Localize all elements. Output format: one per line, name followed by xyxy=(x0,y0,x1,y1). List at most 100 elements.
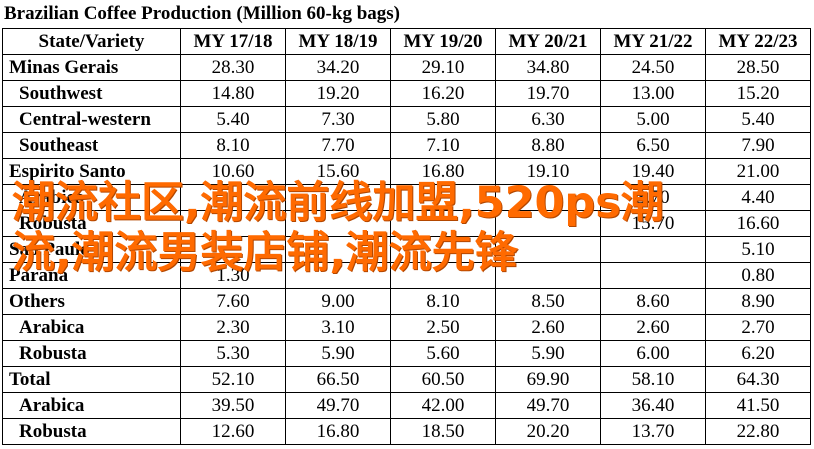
table-cell xyxy=(495,184,601,211)
table-cell: 16.80 xyxy=(390,158,496,185)
table-cell xyxy=(180,210,286,237)
table-cell: 7.90 xyxy=(705,132,811,159)
table-cell: 66.50 xyxy=(285,366,391,393)
column-header-my-19-20: MY 19/20 xyxy=(390,28,496,55)
table-cell: 24.50 xyxy=(600,54,706,81)
table-cell xyxy=(390,184,496,211)
coffee-production-table: State/Variety MY 17/18 MY 18/19 MY 19/20… xyxy=(2,28,811,445)
table-cell: 34.20 xyxy=(285,54,391,81)
table-cell: 58.10 xyxy=(600,366,706,393)
table-cell: 5.90 xyxy=(285,340,391,367)
table-cell: 20.20 xyxy=(495,418,601,445)
table-cell: 16.80 xyxy=(285,418,391,445)
table-cell xyxy=(180,184,286,211)
table-cell xyxy=(495,262,601,289)
table-row: Arabica 39.50 49.70 42.00 49.70 36.40 41.50 xyxy=(2,392,811,419)
row-label: Sao Paulo xyxy=(2,236,181,263)
table-cell: 1.30 xyxy=(180,262,286,289)
row-label: Parana xyxy=(2,262,181,289)
table-cell xyxy=(600,262,706,289)
table-cell xyxy=(285,184,391,211)
table-cell xyxy=(495,236,601,263)
table-cell: 21.00 xyxy=(705,158,811,185)
table-row: Sao Paulo 5.10 xyxy=(2,236,811,263)
table-cell: 8.10 xyxy=(180,132,286,159)
table-cell: 5.00 xyxy=(600,106,706,133)
row-label: Arabica xyxy=(2,314,181,341)
table-cell: 28.50 xyxy=(705,54,811,81)
table-cell: 8.90 xyxy=(705,288,811,315)
table-cell: 2.30 xyxy=(180,314,286,341)
table-row: Arabica 3.70 4.40 xyxy=(2,184,811,211)
table-row: Arabica 2.30 3.10 2.50 2.60 2.60 2.70 xyxy=(2,314,811,341)
table-cell: 19.40 xyxy=(600,158,706,185)
table-cell: 2.60 xyxy=(600,314,706,341)
table-cell: 5.80 xyxy=(390,106,496,133)
table-cell: 4.40 xyxy=(705,184,811,211)
table-cell: 69.90 xyxy=(495,366,601,393)
table-row: Others 7.60 9.00 8.10 8.50 8.60 8.90 xyxy=(2,288,811,315)
table-cell: 15.20 xyxy=(705,80,811,107)
table-cell: 10.60 xyxy=(180,158,286,185)
table-cell: 0.80 xyxy=(705,262,811,289)
table-cell: 29.10 xyxy=(390,54,496,81)
row-label: Robusta xyxy=(2,340,181,367)
table-cell: 7.60 xyxy=(180,288,286,315)
column-header-my-17-18: MY 17/18 xyxy=(180,28,286,55)
table-cell: 6.00 xyxy=(600,340,706,367)
table-row: Espirito Santo 10.60 15.60 16.80 19.10 19.40 2… xyxy=(2,158,811,185)
table-cell: 34.80 xyxy=(495,54,601,81)
table-cell: 18.50 xyxy=(390,418,496,445)
table-cell xyxy=(390,210,496,237)
row-label: Espirito Santo xyxy=(2,158,181,185)
table-cell: 60.50 xyxy=(390,366,496,393)
row-label: Others xyxy=(2,288,181,315)
table-cell xyxy=(390,236,496,263)
table-cell xyxy=(495,210,601,237)
table-cell: 8.60 xyxy=(600,288,706,315)
table-cell: 2.70 xyxy=(705,314,811,341)
table-cell: 2.60 xyxy=(495,314,601,341)
table-cell: 3.10 xyxy=(285,314,391,341)
row-label: Robusta xyxy=(2,210,181,237)
table-cell: 49.70 xyxy=(285,392,391,419)
table-cell: 7.70 xyxy=(285,132,391,159)
table-cell: 19.20 xyxy=(285,80,391,107)
table-cell: 39.50 xyxy=(180,392,286,419)
table-cell: 41.50 xyxy=(705,392,811,419)
table-cell: 5.90 xyxy=(495,340,601,367)
table-row: Robusta 15.70 16.60 xyxy=(2,210,811,237)
table-cell: 52.10 xyxy=(180,366,286,393)
table-cell: 13.00 xyxy=(600,80,706,107)
table-cell xyxy=(600,236,706,263)
row-label: Southwest xyxy=(2,80,181,107)
table-row: Total 52.10 66.50 60.50 69.90 58.10 64.30 xyxy=(2,366,811,393)
table-cell: 5.40 xyxy=(180,106,286,133)
table-cell: 16.20 xyxy=(390,80,496,107)
table-row: Southeast 8.10 7.70 7.10 8.80 6.50 7.90 xyxy=(2,132,811,159)
table-cell: 5.30 xyxy=(180,340,286,367)
table-cell: 7.30 xyxy=(285,106,391,133)
row-label: Arabica xyxy=(2,184,181,211)
row-label: Total xyxy=(2,366,181,393)
table-cell: 7.10 xyxy=(390,132,496,159)
table-row: Parana 1.30 0.80 xyxy=(2,262,811,289)
table-cell xyxy=(285,210,391,237)
table-cell: 13.70 xyxy=(600,418,706,445)
table-cell xyxy=(390,262,496,289)
table-cell: 14.80 xyxy=(180,80,286,107)
table-cell: 6.30 xyxy=(495,106,601,133)
column-header-my-22-23: MY 22/23 xyxy=(705,28,811,55)
table-cell: 15.60 xyxy=(285,158,391,185)
table-row: Southwest 14.80 19.20 16.20 19.70 13.00 15.20 xyxy=(2,80,811,107)
table-row: Robusta 12.60 16.80 18.50 20.20 13.70 22.80 xyxy=(2,418,811,445)
column-header-state-variety: State/Variety xyxy=(2,28,181,55)
table-cell: 19.70 xyxy=(495,80,601,107)
table-cell: 8.80 xyxy=(495,132,601,159)
header-row: State/Variety MY 17/18 MY 18/19 MY 19/20… xyxy=(2,28,811,55)
row-label: Minas Gerais xyxy=(2,54,181,81)
column-header-my-21-22: MY 21/22 xyxy=(600,28,706,55)
table-cell xyxy=(180,236,286,263)
row-label: Southeast xyxy=(2,132,181,159)
table-body: Minas Gerais 28.30 34.20 29.10 34.80 24.50 28.… xyxy=(2,54,811,445)
